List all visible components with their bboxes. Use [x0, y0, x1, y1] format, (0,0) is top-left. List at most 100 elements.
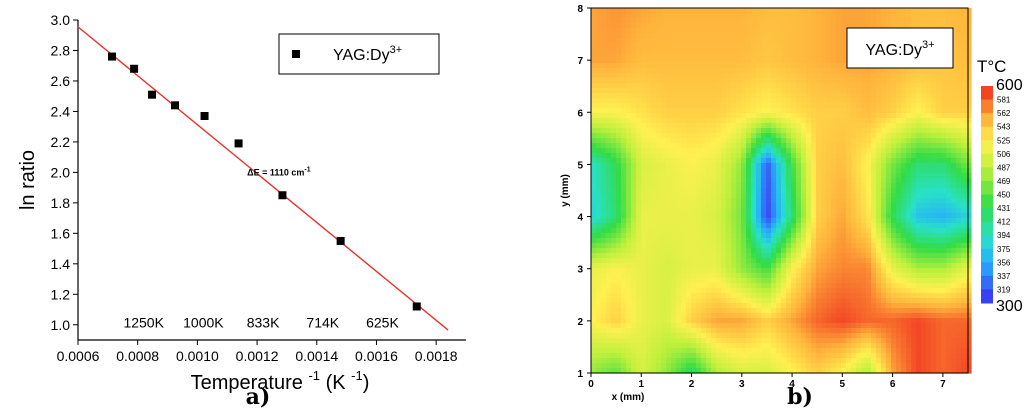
heatmap-cell — [961, 68, 967, 74]
heatmap-cell — [716, 13, 722, 19]
heatmap-cell — [921, 198, 927, 204]
heatmap-cell — [826, 113, 832, 119]
heatmap-cell — [946, 108, 952, 114]
heatmap-cell — [911, 18, 917, 24]
heatmap-cell — [641, 108, 647, 114]
heatmap-cell — [816, 8, 822, 14]
heatmap-cell — [771, 108, 777, 114]
heatmap-cell — [851, 33, 857, 39]
heatmap-cell — [621, 143, 627, 149]
heatmap-cell — [886, 23, 892, 29]
heatmap-cell — [871, 178, 877, 184]
heatmap-cell — [706, 303, 712, 309]
heatmap-cell — [936, 263, 942, 269]
heatmap-cell — [831, 308, 837, 314]
heatmap-cell — [836, 58, 842, 64]
heatmap-cell — [721, 188, 727, 194]
heatmap-cell — [721, 163, 727, 169]
heatmap-cell — [821, 153, 827, 159]
heatmap-cell — [806, 198, 812, 204]
heatmap-cell — [681, 113, 687, 119]
heatmap-cell — [941, 188, 947, 194]
heatmap-cell — [956, 293, 962, 299]
heatmap-cell — [936, 23, 942, 29]
heatmap-cell — [906, 83, 912, 89]
heatmap-cell — [636, 308, 642, 314]
heatmap-cell — [651, 198, 657, 204]
heatmap-cell — [926, 28, 932, 34]
heatmap-cell — [671, 73, 677, 79]
heatmap-cell — [766, 238, 772, 244]
heatmap-cell — [726, 18, 732, 24]
heatmap-cell — [781, 28, 787, 34]
heatmap-cell — [596, 148, 602, 154]
heatmap-cell — [626, 153, 632, 159]
heatmap-cell — [906, 203, 912, 209]
heatmap-cell — [966, 323, 972, 329]
heatmap-cell — [931, 78, 937, 84]
heatmap-cell — [951, 203, 957, 209]
heatmap-cell — [916, 288, 922, 294]
data-point — [336, 236, 345, 245]
heatmap-cell — [801, 148, 807, 154]
heatmap-cell — [841, 113, 847, 119]
heatmap-cell — [766, 63, 772, 69]
heatmap-cell — [626, 193, 632, 199]
heatmap-cell — [626, 48, 632, 54]
heatmap-cell — [756, 193, 762, 199]
heatmap-cell — [756, 23, 762, 29]
heatmap-cell — [956, 243, 962, 249]
heatmap-cell — [901, 128, 907, 134]
heatmap-cell — [821, 53, 827, 59]
heatmap-cell — [941, 163, 947, 169]
heatmap-cell — [601, 33, 607, 39]
heatmap-cell — [966, 308, 972, 314]
heatmap-cell — [741, 53, 747, 59]
heatmap-cell — [611, 318, 617, 324]
heatmap-cell — [816, 188, 822, 194]
heatmap-cell — [676, 133, 682, 139]
heatmap-cell — [966, 43, 972, 49]
heatmap-cell — [921, 243, 927, 249]
heatmap-cell — [861, 168, 867, 174]
heatmap-cell — [966, 268, 972, 274]
heatmap-cell — [906, 303, 912, 309]
heatmap-cell — [861, 23, 867, 29]
heatmap-cell — [651, 103, 657, 109]
heatmap-cell — [941, 258, 947, 264]
heatmap-cell — [611, 73, 617, 79]
heatmap-cell — [891, 13, 897, 19]
heatmap-cell — [866, 233, 872, 239]
heatmap-cell — [961, 13, 967, 19]
heatmap-cell — [851, 288, 857, 294]
heatmap-cell — [876, 138, 882, 144]
heatmap-cell — [596, 198, 602, 204]
heatmap-cell — [651, 328, 657, 334]
heatmap-cell — [701, 303, 707, 309]
heatmap-cell — [671, 23, 677, 29]
heatmap-cell — [956, 198, 962, 204]
heatmap-cell — [676, 278, 682, 284]
heatmap-cell — [751, 23, 757, 29]
heatmap-cell — [926, 128, 932, 134]
heatmap-cell — [606, 98, 612, 104]
heatmap-cell — [876, 118, 882, 124]
heatmap-cell — [956, 323, 962, 329]
heatmap-cell — [761, 223, 767, 229]
heatmap-cell — [641, 328, 647, 334]
heatmap-cell — [596, 13, 602, 19]
heatmap-cell — [686, 128, 692, 134]
heatmap-cell — [916, 323, 922, 329]
heatmap-cell — [921, 178, 927, 184]
heatmap-cell — [741, 148, 747, 154]
heatmap-cell — [721, 213, 727, 219]
heatmap-cell — [651, 258, 657, 264]
heatmap-cell — [676, 288, 682, 294]
heatmap-cell — [646, 168, 652, 174]
heatmap-cell — [836, 23, 842, 29]
heatmap-cell — [856, 48, 862, 54]
heatmap-cell — [681, 293, 687, 299]
heatmap-cell — [806, 223, 812, 229]
heatmap-cell — [776, 143, 782, 149]
heatmap-cell — [771, 183, 777, 189]
